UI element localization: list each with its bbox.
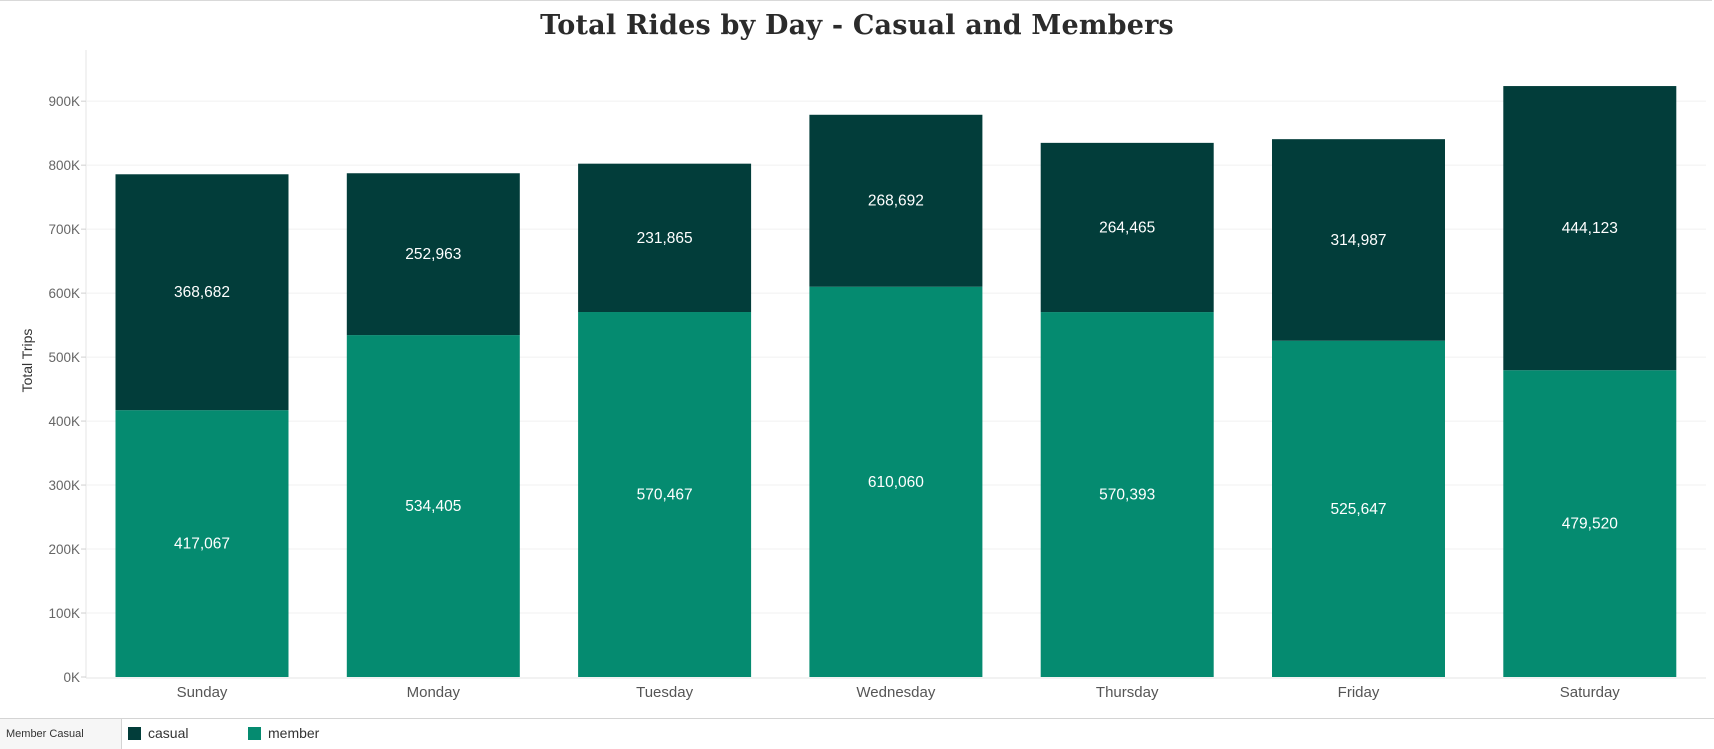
bar-member-tuesday <box>578 312 752 677</box>
data-label-casual: 368,682 <box>174 284 230 301</box>
legend-label-casual: casual <box>148 725 189 741</box>
data-label-casual: 264,465 <box>1099 219 1155 236</box>
chart-title: Total Rides by Day - Casual and Members <box>540 10 1174 41</box>
y-tick-label: 700K <box>48 222 80 237</box>
data-label-member: 570,467 <box>637 487 693 504</box>
stacked-bar-chart: 0K 100K 200K 300K 400K 500K 600K 700K 800K 900K To… <box>19 50 1706 701</box>
y-tick-label: 600K <box>48 286 80 301</box>
data-label-casual: 252,963 <box>405 246 461 263</box>
legend-label-member: member <box>268 725 320 741</box>
x-tick-label: Wednesday <box>856 684 935 701</box>
data-label-member: 610,060 <box>868 474 924 491</box>
legend: Member Casual casual member <box>0 718 1714 749</box>
x-tick-label: Tuesday <box>636 684 693 701</box>
x-tick-label: Friday <box>1338 684 1380 701</box>
y-tick-label: 400K <box>48 414 80 429</box>
legend-swatch-member <box>248 726 261 740</box>
y-tick-label: 800K <box>48 158 80 173</box>
y-tick-label: 0K <box>63 670 80 685</box>
bar-casual-friday <box>1272 139 1445 341</box>
data-label-casual: 231,865 <box>637 230 693 247</box>
data-label-member: 525,647 <box>1330 501 1386 518</box>
y-axis-title: Total Trips <box>19 329 35 393</box>
bar-member-monday <box>346 335 520 677</box>
bar-casual-saturday <box>1503 86 1677 371</box>
bar-casual-thursday <box>1040 142 1214 313</box>
bar-member-thursday <box>1040 312 1214 677</box>
bar-member-friday <box>1272 340 1445 677</box>
bar-casual-monday <box>346 173 520 336</box>
y-tick-label: 900K <box>48 94 80 109</box>
y-tick-label: 300K <box>48 478 80 493</box>
data-label-member: 417,067 <box>174 536 230 553</box>
y-tick-label: 200K <box>48 542 80 557</box>
data-label-member: 479,520 <box>1562 516 1618 533</box>
x-tick-label: Thursday <box>1096 684 1159 701</box>
bar-member-sunday <box>115 410 289 677</box>
bar-casual-tuesday <box>578 163 752 313</box>
data-label-casual: 444,123 <box>1562 220 1618 237</box>
legend-title: Member Casual <box>0 719 122 749</box>
bar-member-wednesday <box>809 286 983 677</box>
x-tick-label: Saturday <box>1560 684 1621 701</box>
x-tick-label: Monday <box>407 684 461 701</box>
y-tick-label: 100K <box>48 606 80 621</box>
bar-member-saturday <box>1503 370 1677 677</box>
data-label-member: 534,405 <box>405 498 461 515</box>
legend-item-casual[interactable]: casual <box>128 723 188 743</box>
bar-casual-sunday <box>115 174 289 411</box>
legend-swatch-casual <box>128 726 141 740</box>
x-tick-label: Sunday <box>177 684 228 701</box>
bar-casual-wednesday <box>809 114 983 287</box>
data-label-casual: 268,692 <box>868 193 924 210</box>
data-label-casual: 314,987 <box>1330 232 1386 249</box>
legend-item-member[interactable]: member <box>248 723 319 743</box>
data-label-member: 570,393 <box>1099 487 1155 504</box>
y-tick-label: 500K <box>48 350 80 365</box>
